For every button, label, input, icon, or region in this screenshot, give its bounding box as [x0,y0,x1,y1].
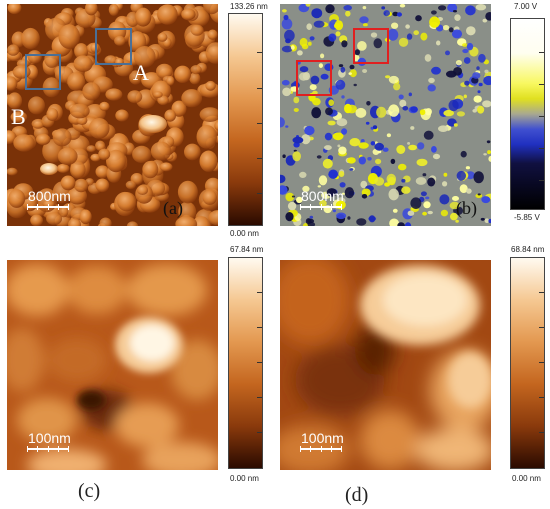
colorbar-min-a: 0.00 nm [230,229,259,238]
scale-bar-a: 800nm [27,188,83,218]
scale-bar-c: 100nm [27,430,83,460]
scale-bar-label: 800nm [301,188,344,204]
colorbar-max-c: 67.84 nm [230,245,264,254]
afm-height-image-a: A B (a) 800nm [7,4,218,226]
colorbar-min-d: 0.00 nm [512,474,541,483]
region-box-a1 [25,54,61,90]
panel-caption-d: (d) [345,484,369,506]
afm-height-image-d: 100nm [280,260,491,470]
colorbar-b [510,18,545,210]
colorbar-max-a: 133.26 nm [230,2,268,11]
colorbar-a [228,13,263,226]
kpfm-potential-image-b: (b) 800nm [280,4,491,226]
afm-height-image-c: 100nm [7,260,218,470]
scale-bar-d: 100nm [300,430,356,460]
colorbar-max-d: 68.84 nm [511,245,545,254]
region-box-a2 [95,28,132,65]
marker-label-b: B [11,104,26,129]
scale-bar-label: 100nm [28,430,71,446]
panel-caption-c: (c) [78,480,101,502]
panel-letter-a: (a) [163,198,183,218]
colorbar-c [228,257,263,469]
colorbar-max-b: 7.00 V [514,2,538,11]
panel-letter-b: (b) [456,198,477,218]
region-box-b2 [353,28,389,64]
scale-bar-label: 100nm [301,430,344,446]
colorbar-min-c: 0.00 nm [230,474,259,483]
scale-bar-b: 800nm [300,188,356,218]
colorbar-d [510,257,545,469]
colorbar-min-b: -5.85 V [514,213,540,222]
region-box-b1 [296,60,332,96]
scale-bar-label: 800nm [28,188,71,204]
marker-label-a: A [133,60,149,85]
